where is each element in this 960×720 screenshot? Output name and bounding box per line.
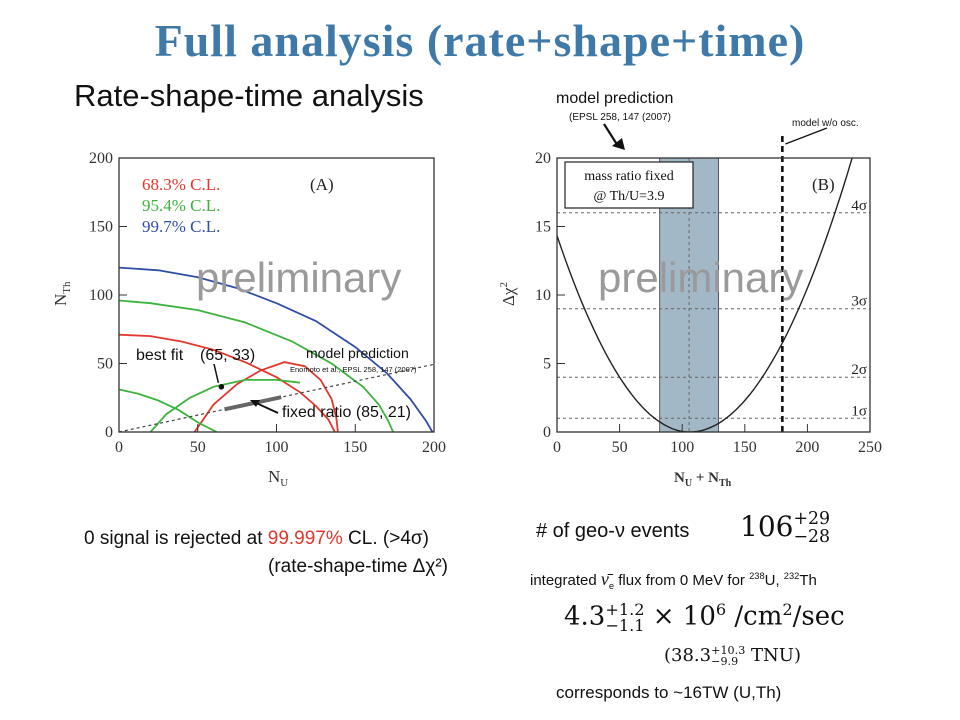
geo-nu-events-label: # of geo-ν events (536, 520, 690, 542)
contour-0-0 (193, 361, 339, 432)
no-osc-label: model w/o osc. (792, 118, 859, 129)
legend-item-997: 99.7% C.L. (142, 217, 220, 236)
x-axis-label-b: NU + NTh (674, 470, 732, 489)
contour-1-1 (119, 388, 218, 432)
x-tick-label-a-2: 100 (265, 439, 289, 456)
tnu-value: (38.3 +10.3 −9.9 TNU) (664, 644, 801, 669)
x-tick-label-b-3: 150 (733, 439, 757, 456)
legend-item-68: 68.3% C.L. (142, 175, 220, 194)
fixed-ratio-arrow (253, 401, 279, 414)
model-prediction-ref-a: Enomoto et al., EPSL 258, 147 (2007) (290, 365, 417, 374)
band-legend-line1: mass ratio fixed (584, 169, 673, 184)
chart-b-curves (557, 158, 870, 432)
geo-nu-events-value: 106 +29 −28 (740, 509, 831, 547)
model-prediction-arrow (603, 123, 619, 147)
sigma-label-3: 4σ (851, 198, 867, 214)
y-tick-label-a-2: 100 (89, 287, 113, 304)
y-tick-label-b-0: 0 (543, 424, 551, 441)
y-tick-label-a-4: 200 (89, 150, 113, 167)
fixed-ratio-label: fixed ratio (85, 21) (282, 404, 411, 421)
section-title: Rate-shape-time analysis (74, 78, 424, 113)
chart-a-plot: 0 50 100 150 200 0 50 100 150 200 (89, 150, 446, 456)
x-tick-label-b-1: 50 (612, 439, 628, 456)
contour-2-0 (119, 266, 434, 432)
contour-1-0 (149, 379, 301, 432)
band-legend-line2: @ Th/U=3.9 (593, 189, 664, 204)
best-fit-value: (65, 33) (200, 347, 255, 364)
y-axis-label-a: NTh (51, 281, 73, 306)
band-legend-box (564, 161, 694, 209)
panel-label-b: (B) (812, 175, 835, 194)
sigma-label-2: 3σ (851, 294, 867, 310)
flux-value: 4.3 +1.2 −1.1 × 106 /cm2/sec (564, 599, 845, 635)
y-tick-label-b-4: 20 (535, 150, 551, 167)
y-tick-label-b-3: 15 (535, 219, 551, 236)
model-prediction-label-a: model prediction (306, 345, 409, 361)
best-fit-label: best fit (136, 347, 184, 364)
y-axis-label-b: Δχ2 (498, 282, 518, 306)
y-tick-label-b-1: 5 (543, 356, 551, 373)
x-axis-label-a: NU (268, 467, 288, 489)
watermark-b: preliminary (598, 254, 803, 301)
watermark-a: preliminary (196, 254, 401, 301)
contour-1-2 (119, 299, 394, 432)
x-tick-label-a-0: 0 (115, 439, 123, 456)
sigma-label-0: 1σ (851, 403, 867, 419)
model-prediction-arrowhead (612, 138, 625, 150)
y-tick-label-a-1: 50 (97, 356, 113, 373)
rejection-note-line2: (rate-shape-time Δχ²) (268, 556, 448, 577)
x-tick-label-a-3: 150 (343, 439, 367, 456)
x-tick-label-b-2: 100 (670, 439, 694, 456)
y-tick-label-a-0: 0 (105, 424, 113, 441)
power-note: corresponds to ~16TW (U,Th) (556, 683, 782, 702)
fixed-ratio-arrowhead (250, 400, 260, 407)
x-tick-label-b-4: 200 (795, 439, 819, 456)
x-tick-label-b-5: 250 (858, 439, 882, 456)
x-tick-label-a-4: 200 (422, 439, 446, 456)
rejection-note: 0 signal is rejected at 99.997% CL. (>4σ… (84, 528, 429, 549)
model-prediction-label-b: model prediction (556, 90, 673, 107)
contour-0-1 (119, 333, 336, 432)
best-fit-arrow (213, 363, 220, 383)
slide-title: Full analysis (rate+shape+time) (154, 15, 806, 66)
model-prediction-ref-b: (EPSL 258, 147 (2007) (569, 112, 671, 123)
best-fit-point (218, 383, 225, 390)
no-osc-pointer (785, 127, 828, 145)
y-tick-label-a-3: 150 (89, 219, 113, 236)
delta-chi2-curve (557, 158, 853, 432)
x-tick-label-a-1: 50 (190, 439, 206, 456)
legend-item-954: 95.4% C.L. (142, 196, 220, 215)
x-tick-label-b-0: 0 (553, 439, 561, 456)
flux-label: integrated ν̄e flux from 0 MeV for 238U,… (530, 569, 817, 591)
y-tick-label-b-2: 10 (535, 287, 551, 304)
panel-label-a: (A) (310, 175, 334, 194)
sigma-label-1: 2σ (851, 362, 867, 378)
